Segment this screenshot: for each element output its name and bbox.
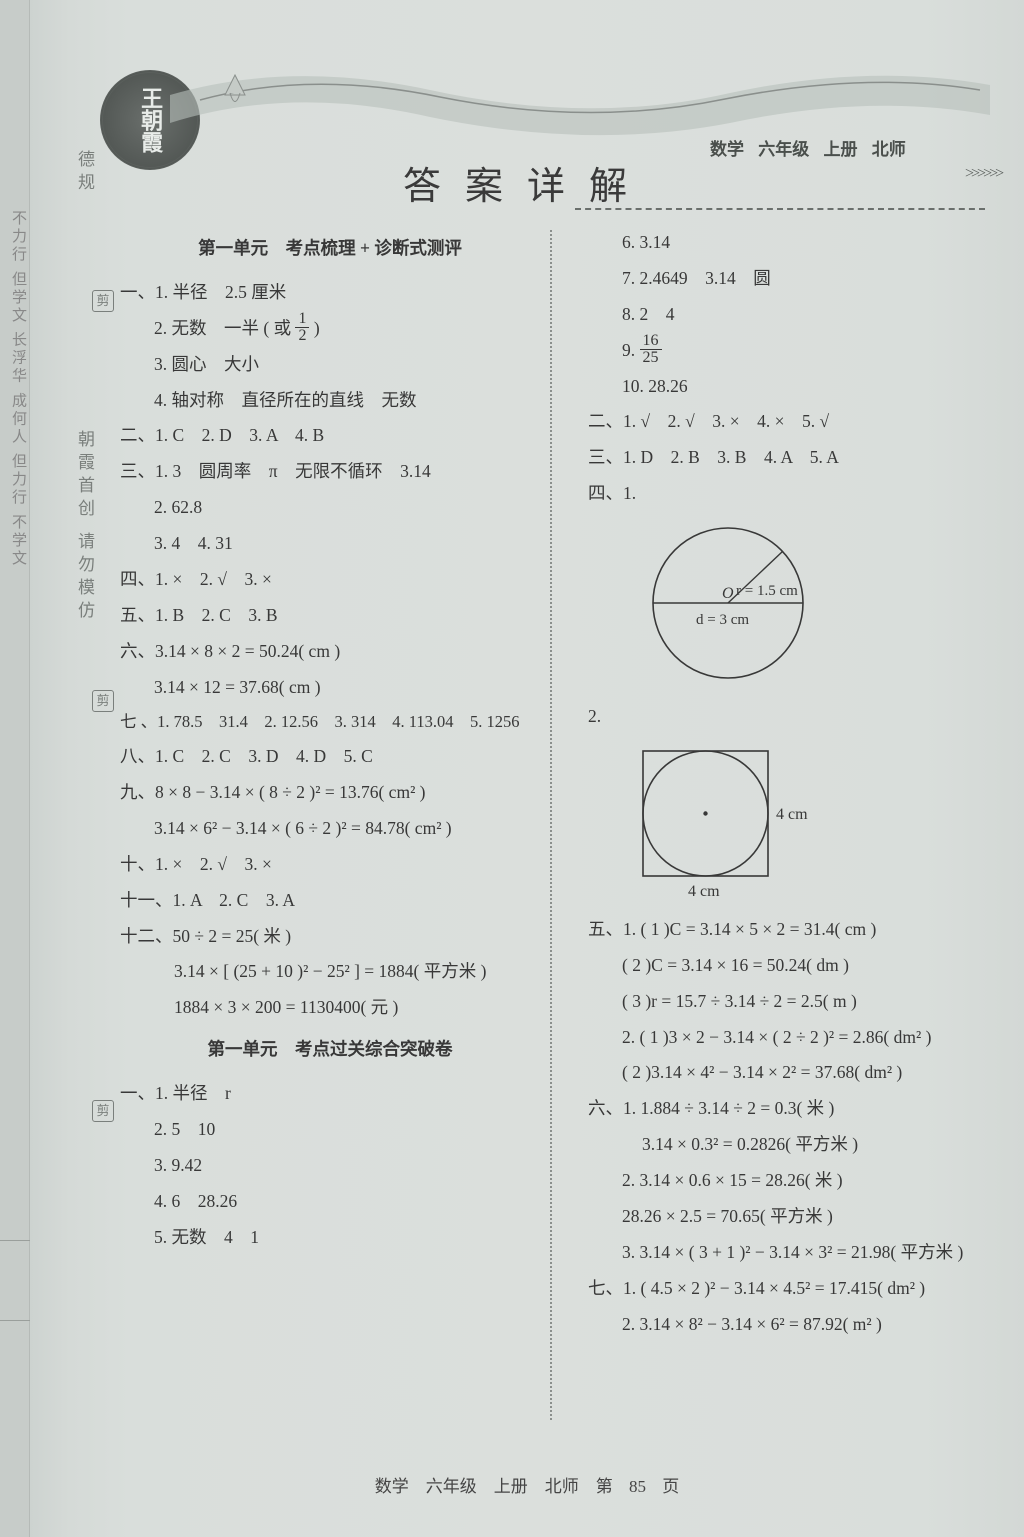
title-underline [575, 208, 985, 210]
answer-line: 八、1. C 2. C 3. D 4. D 5. C [120, 739, 540, 775]
answer-line: ( 2 )3.14 × 4² − 3.14 × 2² = 37.68( dm² … [588, 1055, 1000, 1091]
arrows-icon: >>>>>> [965, 165, 1001, 183]
answer-line: 2. [588, 699, 1000, 735]
answer-line: 10. 28.26 [588, 369, 1000, 405]
right-column: 6. 3.14 7. 2.4649 3.14 圆 8. 2 4 9. 1625 … [560, 225, 1000, 1342]
square-circle-diagram: 4 cm 4 cm [628, 741, 818, 906]
answer-line: 4. 6 28.26 [120, 1184, 540, 1220]
margin-text-mid: 朝霞首创 请勿模仿 [72, 430, 97, 624]
answer-line: 3. 圆心 大小 [120, 347, 540, 383]
page: 德规 朝霞首创 请勿模仿 剪 剪 剪 王朝霞 数学 六年级 上册 北师 答案详解… [30, 0, 1024, 1537]
d-label: d = 3 cm [696, 612, 749, 628]
answer-line: 十二、50 ÷ 2 = 25( 米 ) [120, 919, 540, 955]
answer-line: 三、1. 3 圆周率 π 无限不循环 3.14 [120, 454, 540, 490]
content: 第一单元 考点梳理 + 诊断式测评 一、1. 半径 2.5 厘米 2. 无数 一… [120, 225, 1000, 1342]
answer-line: ( 2 )C = 3.14 × 16 = 50.24( dm ) [588, 948, 1000, 984]
answer-line: 四、1. × 2. √ 3. × [120, 562, 540, 598]
answer-line: 3.14 × 12 = 37.68( cm ) [120, 670, 540, 706]
cut-mark-icon: 剪 [92, 690, 114, 712]
fraction: 1625 [640, 333, 662, 366]
answer-line: 2. 62.8 [120, 490, 540, 526]
answer-line: 七 、1. 78.5 31.4 2. 12.56 3. 314 4. 113.0… [120, 705, 540, 739]
answer-line: 九、8 × 8 − 3.14 × ( 8 ÷ 2 )² = 13.76( cm²… [120, 775, 540, 811]
answer-line: 1884 × 3 × 200 = 1130400( 元 ) [120, 990, 540, 1026]
answer-line: 五、1. ( 1 )C = 3.14 × 5 × 2 = 31.4( cm ) [588, 912, 1000, 948]
answer-line: 7. 2.4649 3.14 圆 [588, 261, 1000, 297]
fraction: 12 [295, 311, 309, 344]
o-label: O [722, 585, 734, 602]
answer-line: 十一、1. A 2. C 3. A [120, 883, 540, 919]
answer-line: 2. 3.14 × 0.6 × 15 = 28.26( 米 ) [588, 1163, 1000, 1199]
answer-line: 2. 无数 一半 ( 或 12 ) [120, 311, 540, 347]
answer-line: 四、1. [588, 476, 1000, 512]
answer-line: 2. 5 10 [120, 1112, 540, 1148]
seal-text: 王朝霞 [138, 87, 162, 153]
section-title-1: 第一单元 考点梳理 + 诊断式测评 [120, 231, 540, 267]
answer-line: 3. 3.14 × ( 3 + 1 )² − 3.14 × 3² = 21.98… [588, 1235, 1000, 1271]
answer-line: 28.26 × 2.5 = 70.65( 平方米 ) [588, 1199, 1000, 1235]
answer-line: 6. 3.14 [588, 225, 1000, 261]
page-title: 答案详解 [30, 155, 1024, 210]
answer-line: 2. 3.14 × 8² − 3.14 × 6² = 87.92( m² ) [588, 1307, 1000, 1343]
side-label-b: 4 cm [688, 883, 720, 900]
text: ) [309, 318, 319, 338]
answer-line: 3.14 × 6² − 3.14 × ( 6 ÷ 2 )² = 84.78( c… [120, 811, 540, 847]
margin-poem: 不力行 但学文 长浮华 成何人 但力行 不学文 [8, 210, 29, 568]
answer-line: 五、1. B 2. C 3. B [120, 598, 540, 634]
side-label-r: 4 cm [776, 806, 808, 823]
answer-line: 2. ( 1 )3 × 2 − 3.14 × ( 2 ÷ 2 )² = 2.86… [588, 1020, 1000, 1056]
margin-rule [0, 1320, 30, 1321]
answer-line: 9. 1625 [588, 333, 1000, 369]
section-title-2: 第一单元 考点过关综合突破卷 [120, 1032, 540, 1068]
cut-mark-icon: 剪 [92, 1100, 114, 1122]
answer-line: 六、1. 1.884 ÷ 3.14 ÷ 2 = 0.3( 米 ) [588, 1091, 1000, 1127]
left-column: 第一单元 考点梳理 + 诊断式测评 一、1. 半径 2.5 厘米 2. 无数 一… [120, 225, 560, 1342]
cut-mark-icon: 剪 [92, 290, 114, 312]
answer-line: 十、1. × 2. √ 3. × [120, 847, 540, 883]
answer-line: ( 3 )r = 15.7 ÷ 3.14 ÷ 2 = 2.5( m ) [588, 984, 1000, 1020]
answer-line: 3.14 × [ (25 + 10 )² − 25² ] = 1884( 平方米… [120, 954, 540, 990]
circle-diagram-1: O r = 1.5 cm d = 3 cm [628, 518, 838, 693]
page-footer: 数学 六年级 上册 北师 第 85 页 [30, 1472, 1024, 1497]
margin-rule [0, 1240, 30, 1241]
answer-line: 二、1. C 2. D 3. A 4. B [120, 418, 540, 454]
text: 9. [622, 340, 640, 360]
answer-line: 3. 4 4. 31 [120, 526, 540, 562]
text: 2. 无数 一半 ( 或 [154, 318, 295, 338]
answer-line: 六、3.14 × 8 × 2 = 50.24( cm ) [120, 634, 540, 670]
answer-line: 二、1. √ 2. √ 3. × 4. × 5. √ [588, 404, 1000, 440]
answer-line: 3.14 × 0.3² = 0.2826( 平方米 ) [588, 1127, 1000, 1163]
answer-line: 七、1. ( 4.5 × 2 )² − 3.14 × 4.5² = 17.415… [588, 1271, 1000, 1307]
answer-line: 3. 9.42 [120, 1148, 540, 1184]
answer-line: 5. 无数 4 1 [120, 1220, 540, 1256]
answer-line: 4. 轴对称 直径所在的直线 无数 [120, 383, 540, 419]
answer-line: 三、1. D 2. B 3. B 4. A 5. A [588, 440, 1000, 476]
r-label: r = 1.5 cm [736, 583, 798, 599]
answer-line: 8. 2 4 [588, 297, 1000, 333]
ribbon-decoration [170, 55, 990, 145]
answer-line: 一、1. 半径 r [120, 1076, 540, 1112]
answer-line: 一、1. 半径 2.5 厘米 [120, 275, 540, 311]
